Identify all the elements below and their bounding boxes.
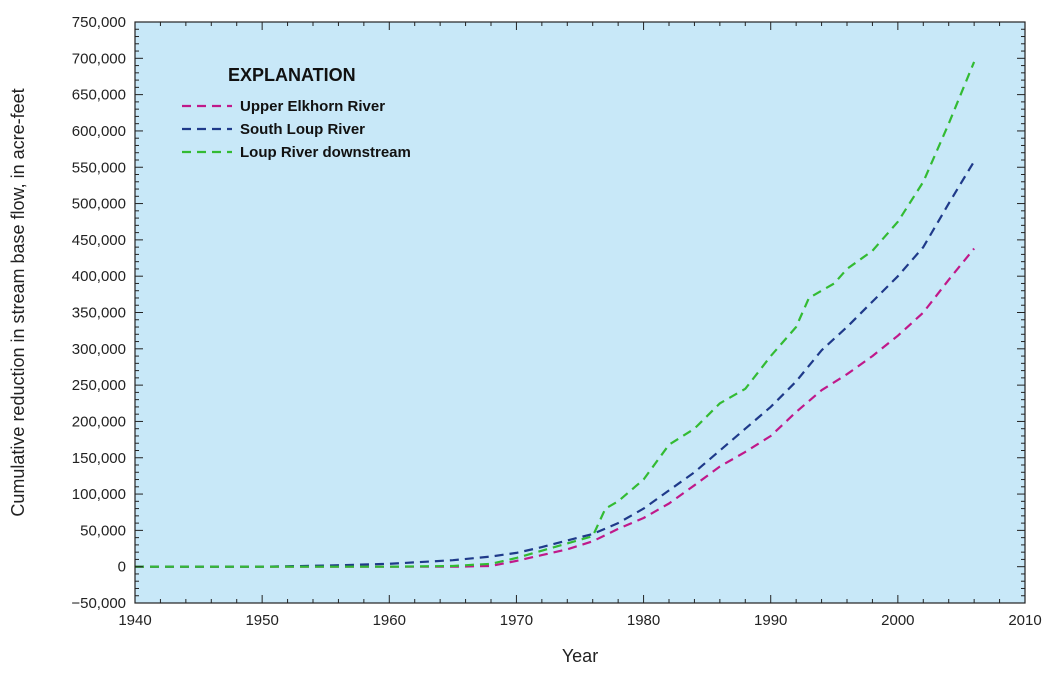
x-tick-label: 2000 <box>881 612 914 629</box>
x-tick-label: 1980 <box>627 612 660 629</box>
y-axis-title: Cumulative reduction in stream base flow… <box>8 88 28 516</box>
y-tick-label: 600,000 <box>72 123 126 140</box>
series-line-loup-river-downstream <box>135 61 976 568</box>
x-tick-label: 1960 <box>373 612 406 629</box>
plot-area <box>135 22 1025 603</box>
y-tick-label: 550,000 <box>72 159 126 176</box>
y-tick-label: 300,000 <box>72 341 126 358</box>
y-tick-label: 450,000 <box>72 232 126 249</box>
y-tick-label: 750,000 <box>72 14 126 31</box>
series-layer <box>135 61 976 568</box>
y-axis: −50,000 0 50,000 100,000 150,000 200,000 250,0… <box>71 14 1025 612</box>
y-tick-label: 350,000 <box>72 305 126 322</box>
y-tick-label: −50,000 <box>71 595 126 612</box>
x-tick-label: 1950 <box>245 612 278 629</box>
y-tick-label: 100,000 <box>72 486 126 503</box>
x-tick-label: 1940 <box>118 612 151 629</box>
x-tick-label: 1990 <box>754 612 787 629</box>
y-tick-label: 50,000 <box>80 522 126 539</box>
y-tick-label: 200,000 <box>72 413 126 430</box>
y-tick-label: 500,000 <box>72 196 126 213</box>
series-line-south-loup-river <box>135 160 976 568</box>
y-tick-label: 250,000 <box>72 377 126 394</box>
legend: EXPLANATION Upper Elkhorn River South Lou… <box>182 65 411 161</box>
legend-title: EXPLANATION <box>228 65 356 85</box>
legend-label: Upper Elkhorn River <box>240 98 385 115</box>
legend-label: South Loup River <box>240 121 365 138</box>
y-tick-label: 0 <box>118 559 126 576</box>
legend-items: Upper Elkhorn River South Loup River Loup … <box>182 98 411 161</box>
x-axis: 1940 1950 1960 1970 1980 1990 2000 2010 <box>118 22 1042 629</box>
x-tick-label: 1970 <box>500 612 533 629</box>
legend-label: Loup River downstream <box>240 144 411 161</box>
y-tick-label: 150,000 <box>72 450 126 467</box>
y-tick-label: 650,000 <box>72 87 126 104</box>
x-axis-title: Year <box>562 646 598 666</box>
y-tick-label: 400,000 <box>72 268 126 285</box>
y-tick-label: 700,000 <box>72 50 126 67</box>
x-tick-label: 2010 <box>1008 612 1041 629</box>
